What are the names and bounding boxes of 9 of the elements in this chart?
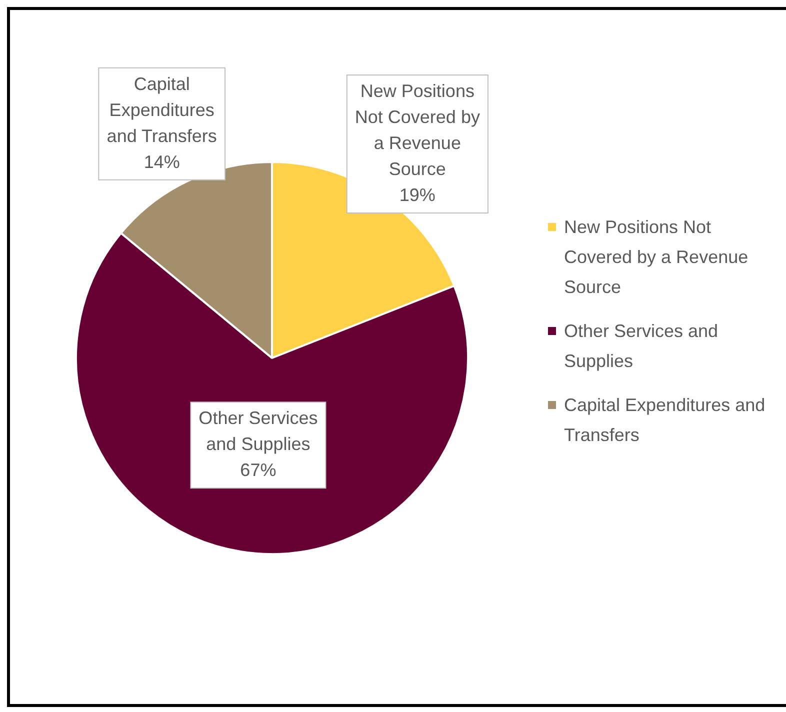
data-label: 67% xyxy=(240,460,276,480)
slice-label: New Positions Not Covered by a Revenue Source xyxy=(354,80,480,179)
legend-label: New Positions Not Covered by a Revenue Source xyxy=(564,216,750,299)
slice-label: Other Services and Supplies xyxy=(198,408,318,454)
legend-label: Other Services and Supplies xyxy=(564,320,720,373)
slice-label: Capital Expenditures and Transfers xyxy=(106,74,217,146)
legend-label: Capital Expenditures and Transfers xyxy=(564,394,766,447)
data-label: 19% xyxy=(399,184,436,205)
data-label: 14% xyxy=(144,152,180,172)
